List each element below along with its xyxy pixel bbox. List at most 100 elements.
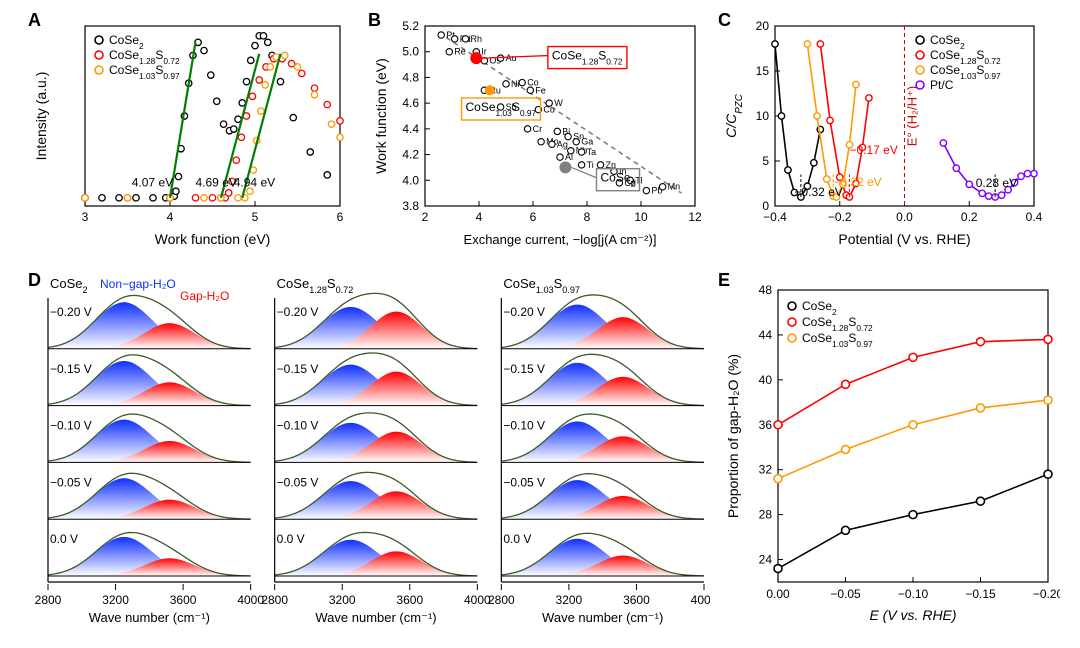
svg-text:10: 10 — [634, 210, 648, 224]
svg-text:Cr: Cr — [533, 124, 543, 134]
svg-text:CoSe1.03S0.97: CoSe1.03S0.97 — [466, 100, 537, 118]
svg-text:Pb: Pb — [651, 186, 662, 196]
svg-text:Work function (eV): Work function (eV) — [373, 58, 389, 174]
svg-text:6: 6 — [530, 210, 537, 224]
svg-text:0.0: 0.0 — [896, 210, 913, 224]
svg-text:−0.05 V: −0.05 V — [50, 475, 92, 489]
svg-text:E (V vs. RHE): E (V vs. RHE) — [869, 607, 956, 623]
svg-text:3600: 3600 — [170, 593, 197, 607]
svg-text:12: 12 — [688, 210, 702, 224]
svg-text:24: 24 — [759, 553, 773, 567]
svg-text:4.0: 4.0 — [402, 173, 419, 187]
svg-text:W: W — [554, 98, 563, 108]
svg-text:20: 20 — [756, 19, 770, 33]
svg-text:0.28 eV: 0.28 eV — [976, 176, 1017, 190]
svg-text:−0.22 eV: −0.22 eV — [833, 175, 881, 189]
svg-text:−0.15 V: −0.15 V — [50, 362, 92, 376]
svg-text:Proportion of gap-H₂O (%): Proportion of gap-H₂O (%) — [725, 354, 741, 518]
svg-text:Fe: Fe — [535, 85, 546, 95]
svg-text:−0.10 V: −0.10 V — [277, 419, 319, 433]
svg-text:4: 4 — [476, 210, 483, 224]
panel-c: −0.4−0.20.00.20.405101520Potential (V vs… — [720, 10, 1060, 250]
svg-text:CoSe1.28S0.72: CoSe1.28S0.72 — [552, 49, 623, 67]
svg-text:Wave number (cm⁻¹): Wave number (cm⁻¹) — [315, 610, 436, 625]
svg-text:0.0 V: 0.0 V — [277, 532, 305, 546]
svg-text:CoSe1.28S0.72: CoSe1.28S0.72 — [277, 276, 354, 295]
svg-text:40: 40 — [759, 373, 773, 387]
svg-text:0.4: 0.4 — [1026, 210, 1043, 224]
panel-e: 0.00 −0.05 −0.10 −0.15 −0.20 24 28 32 36 40 44 48 E … — [720, 270, 1060, 630]
svg-text:0.0 V: 0.0 V — [503, 532, 531, 546]
svg-text:−0.15: −0.15 — [965, 587, 996, 601]
svg-text:3200: 3200 — [102, 593, 129, 607]
svg-text:4.94 eV: 4.94 eV — [234, 175, 275, 189]
svg-text:4000: 4000 — [691, 593, 710, 607]
svg-text:32: 32 — [759, 463, 773, 477]
figure-root: { "layout": { "width": 1080, "height": 6… — [0, 0, 1080, 648]
svg-text:−0.20 V: −0.20 V — [277, 305, 319, 319]
svg-text:2800: 2800 — [488, 593, 515, 607]
svg-text:−0.17 eV: −0.17 eV — [849, 143, 897, 157]
svg-text:Rh: Rh — [471, 34, 483, 44]
svg-text:E° (H₂/H⁺): E° (H₂/H⁺) — [905, 86, 920, 146]
svg-text:CoSe1.03S0.97: CoSe1.03S0.97 — [802, 331, 873, 349]
svg-text:4000: 4000 — [464, 593, 491, 607]
svg-text:44: 44 — [759, 328, 773, 342]
svg-text:Exchange current, −log[j(A cm⁻: Exchange current, −log[j(A cm⁻²)] — [464, 232, 657, 247]
svg-text:36: 36 — [759, 418, 773, 432]
svg-text:4.6: 4.6 — [402, 96, 419, 110]
panel-a: 3 4 5 6 Work function (eV) Intensity (a.u.) 4.… — [30, 10, 350, 250]
svg-text:28: 28 — [759, 508, 773, 522]
svg-text:−0.20: −0.20 — [1033, 587, 1060, 601]
svg-text:10: 10 — [756, 109, 770, 123]
svg-text:−0.2: −0.2 — [828, 210, 852, 224]
svg-text:Ta: Ta — [587, 147, 597, 157]
svg-text:−0.15 V: −0.15 V — [503, 362, 545, 376]
svg-text:4.8: 4.8 — [402, 70, 419, 84]
svg-text:48: 48 — [759, 283, 773, 297]
svg-text:3200: 3200 — [556, 593, 583, 607]
svg-text:CoSe2: CoSe2 — [50, 276, 88, 295]
svg-text:8: 8 — [584, 210, 591, 224]
svg-text:Pt/C: Pt/C — [930, 78, 954, 92]
svg-text:CoSe1.03S0.97: CoSe1.03S0.97 — [503, 276, 580, 295]
svg-text:−0.05 V: −0.05 V — [277, 475, 319, 489]
svg-text:Ir: Ir — [481, 47, 487, 57]
svg-text:Ag: Ag — [557, 139, 568, 149]
svg-text:Ti: Ti — [587, 160, 594, 170]
svg-text:2800: 2800 — [261, 593, 288, 607]
svg-text:Work function (eV): Work function (eV) — [155, 231, 271, 247]
svg-text:−0.10: −0.10 — [898, 587, 929, 601]
svg-text:5.2: 5.2 — [402, 19, 419, 33]
svg-text:6: 6 — [337, 210, 344, 224]
svg-text:4: 4 — [167, 210, 174, 224]
svg-text:15: 15 — [756, 64, 770, 78]
svg-text:4.2: 4.2 — [402, 148, 419, 162]
svg-text:Potential (V vs. RHE): Potential (V vs. RHE) — [838, 231, 970, 247]
svg-text:3600: 3600 — [396, 593, 423, 607]
svg-text:Gap-H₂O: Gap-H₂O — [180, 289, 229, 303]
svg-text:2: 2 — [422, 210, 429, 224]
svg-text:Wave number (cm⁻¹): Wave number (cm⁻¹) — [89, 610, 210, 625]
svg-text:−0.10 V: −0.10 V — [50, 419, 92, 433]
svg-text:3: 3 — [82, 210, 89, 224]
svg-text:Non−gap-H₂O: Non−gap-H₂O — [100, 277, 176, 291]
svg-text:−0.20 V: −0.20 V — [503, 305, 545, 319]
panel-b: 246810123.84.04.24.44.64.85.05.2Exchange… — [370, 10, 705, 250]
svg-text:Re: Re — [454, 47, 466, 57]
svg-text:3600: 3600 — [623, 593, 650, 607]
svg-text:C/CPZC: C/CPZC — [723, 93, 745, 138]
svg-text:−0.05: −0.05 — [830, 587, 861, 601]
svg-text:0: 0 — [762, 199, 769, 213]
svg-text:Wave number (cm⁻¹): Wave number (cm⁻¹) — [542, 610, 663, 625]
svg-text:−0.10 V: −0.10 V — [503, 419, 545, 433]
svg-text:3.8: 3.8 — [402, 199, 419, 213]
svg-text:Intensity (a.u.): Intensity (a.u.) — [33, 72, 49, 161]
svg-text:4.07 eV: 4.07 eV — [132, 175, 173, 189]
svg-text:5.0: 5.0 — [402, 45, 419, 59]
svg-text:−0.15 V: −0.15 V — [277, 362, 319, 376]
svg-text:0.00: 0.00 — [766, 587, 790, 601]
svg-text:5: 5 — [252, 210, 259, 224]
svg-text:Ni: Ni — [511, 79, 520, 89]
svg-text:4.69 eV: 4.69 eV — [196, 175, 237, 189]
